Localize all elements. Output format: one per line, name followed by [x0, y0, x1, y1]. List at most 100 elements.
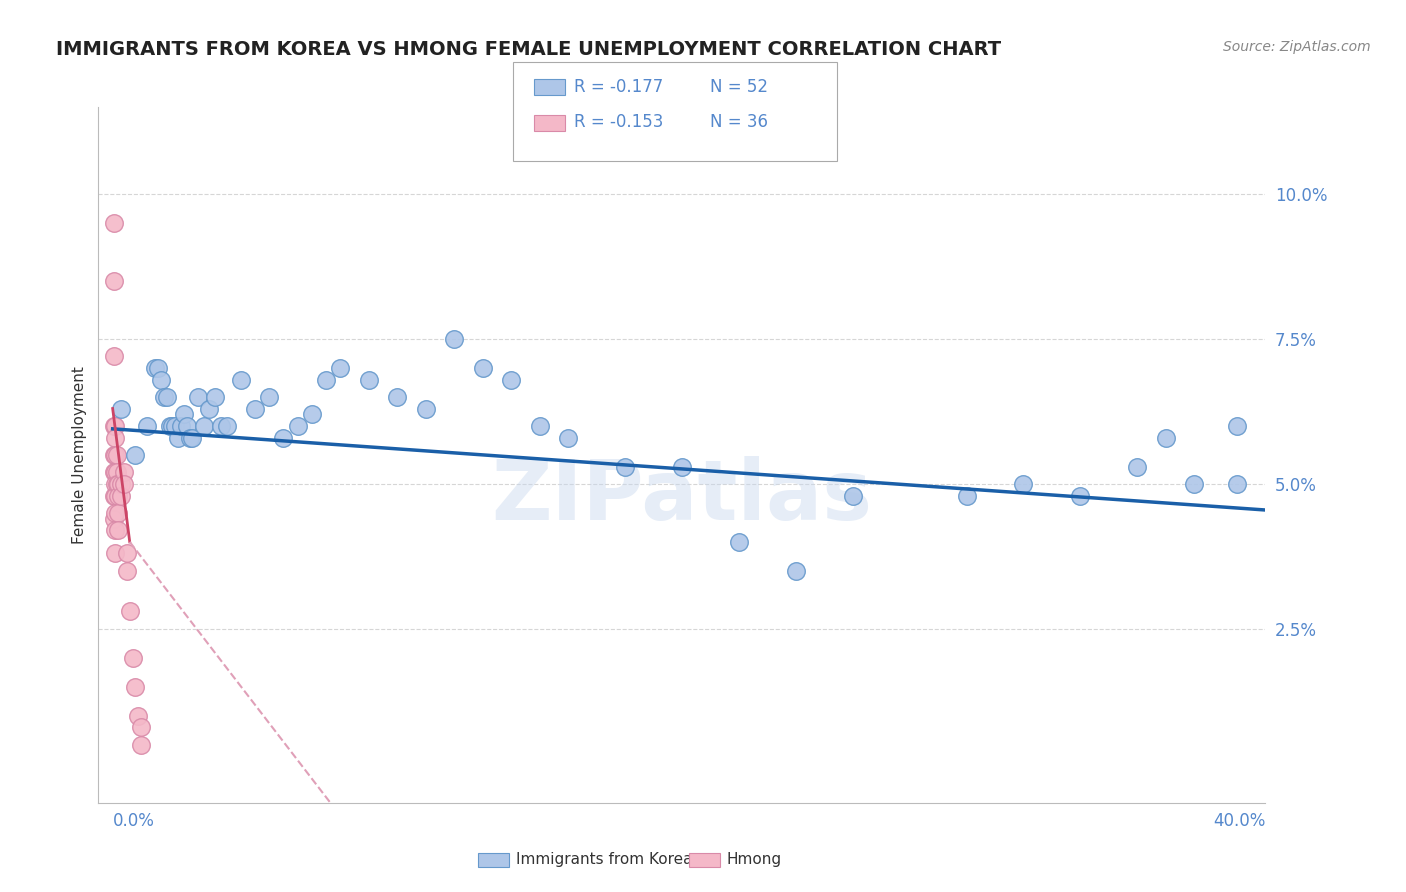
Point — [179, 431, 201, 445]
Point — [104, 448, 127, 462]
Point — [104, 419, 127, 434]
Point — [287, 419, 309, 434]
Point — [443, 332, 465, 346]
Text: 40.0%: 40.0% — [1213, 812, 1265, 830]
Text: ZIPatlas: ZIPatlas — [492, 456, 872, 537]
Point — [671, 459, 693, 474]
Point — [105, 476, 128, 491]
Point — [118, 605, 141, 619]
Point — [387, 390, 409, 404]
Point — [159, 419, 181, 434]
Point — [209, 419, 232, 434]
Text: Immigrants from Korea: Immigrants from Korea — [516, 853, 693, 867]
Point — [1226, 476, 1249, 491]
Point — [229, 373, 252, 387]
Point — [103, 512, 125, 526]
Point — [103, 466, 125, 480]
Point — [103, 350, 125, 364]
Point — [124, 680, 146, 694]
Point — [193, 419, 215, 434]
Point — [104, 506, 127, 520]
Point — [150, 373, 173, 387]
Point — [104, 431, 127, 445]
Point — [167, 431, 190, 445]
Point — [257, 390, 280, 404]
Point — [357, 373, 380, 387]
Point — [187, 390, 209, 404]
Point — [110, 489, 132, 503]
Point — [173, 407, 195, 422]
Point — [165, 419, 187, 434]
Point — [115, 546, 138, 561]
Point — [1069, 489, 1091, 503]
Point — [112, 476, 135, 491]
Point — [129, 738, 152, 752]
Point — [1226, 419, 1249, 434]
Point — [104, 466, 127, 480]
Point — [181, 431, 204, 445]
Point — [103, 448, 125, 462]
Point — [107, 506, 129, 520]
Point — [1126, 459, 1149, 474]
Point — [315, 373, 337, 387]
Point — [107, 489, 129, 503]
Point — [124, 448, 146, 462]
Point — [785, 564, 807, 578]
Text: IMMIGRANTS FROM KOREA VS HMONG FEMALE UNEMPLOYMENT CORRELATION CHART: IMMIGRANTS FROM KOREA VS HMONG FEMALE UN… — [56, 40, 1001, 59]
Point — [121, 651, 143, 665]
Point — [103, 419, 125, 434]
Point — [104, 489, 127, 503]
Text: 0.0%: 0.0% — [112, 812, 155, 830]
Point — [103, 216, 125, 230]
Point — [614, 459, 637, 474]
Point — [107, 476, 129, 491]
Point — [135, 419, 157, 434]
Point — [103, 274, 125, 288]
Point — [156, 390, 179, 404]
Point — [215, 419, 238, 434]
Point — [415, 401, 437, 416]
Point — [103, 489, 125, 503]
Point — [955, 489, 977, 503]
Point — [557, 431, 579, 445]
Point — [115, 564, 138, 578]
Point — [104, 476, 127, 491]
Text: N = 36: N = 36 — [710, 113, 768, 131]
Point — [110, 401, 132, 416]
Point — [104, 523, 127, 537]
Point — [153, 390, 176, 404]
Point — [501, 373, 523, 387]
Point — [112, 466, 135, 480]
Y-axis label: Female Unemployment: Female Unemployment — [72, 366, 87, 544]
Text: R = -0.153: R = -0.153 — [574, 113, 664, 131]
Point — [129, 721, 152, 735]
Point — [127, 708, 149, 723]
Point — [301, 407, 323, 422]
Point — [148, 361, 170, 376]
Point — [329, 361, 352, 376]
Point — [273, 431, 295, 445]
Point — [143, 361, 166, 376]
Point — [170, 419, 193, 434]
Point — [162, 419, 184, 434]
Point — [1012, 476, 1035, 491]
Point — [104, 546, 127, 561]
Point — [110, 476, 132, 491]
Point — [1182, 476, 1205, 491]
Text: Hmong: Hmong — [727, 853, 782, 867]
Point — [727, 535, 749, 549]
Point — [105, 466, 128, 480]
Point — [204, 390, 226, 404]
Point — [1154, 431, 1177, 445]
Point — [198, 401, 221, 416]
Point — [243, 401, 266, 416]
Point — [841, 489, 863, 503]
Text: N = 52: N = 52 — [710, 78, 768, 95]
Point — [471, 361, 494, 376]
Text: Source: ZipAtlas.com: Source: ZipAtlas.com — [1223, 40, 1371, 54]
Point — [176, 419, 198, 434]
Text: R = -0.177: R = -0.177 — [574, 78, 662, 95]
Point — [105, 448, 128, 462]
Point — [529, 419, 551, 434]
Point — [107, 523, 129, 537]
